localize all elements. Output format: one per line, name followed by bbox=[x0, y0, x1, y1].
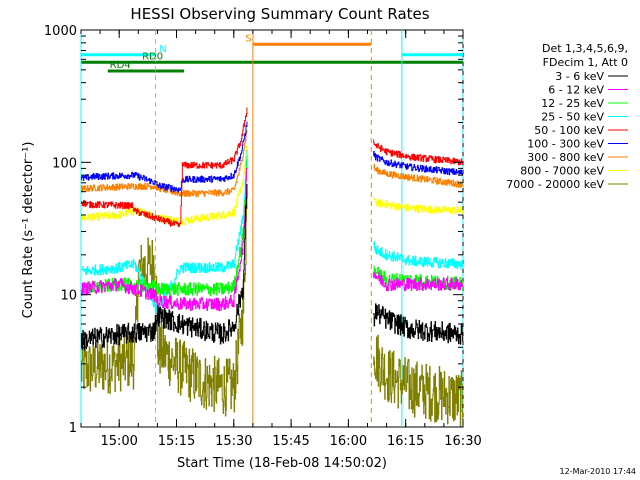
date-stamp: 12-Mar-2010 17:44 bbox=[560, 467, 637, 476]
x-tick-label: 16:15 bbox=[387, 434, 424, 449]
series-line-6-12-kev bbox=[80, 167, 248, 312]
x-tick-label: 15:45 bbox=[272, 434, 309, 449]
legend-label-100-300-kev: 100 - 300 keV bbox=[527, 138, 604, 151]
legend-label-12-25-kev: 12 - 25 keV bbox=[541, 97, 604, 110]
vertical-markers bbox=[80, 30, 464, 427]
y-tick-label: 10 bbox=[60, 289, 77, 304]
y-axis-title: Count Rate (s⁻¹ detector⁻¹) bbox=[21, 142, 36, 319]
plot-area: N S RD0 RD4 bbox=[80, 29, 464, 428]
flags-layer: N S RD0 RD4 bbox=[81, 33, 463, 73]
series-layer bbox=[80, 107, 464, 428]
x-tick-label: 16:00 bbox=[330, 434, 367, 449]
series-line-6-12-kev bbox=[373, 271, 464, 292]
chart-title: HESSI Observing Summary Count Rates bbox=[130, 5, 429, 23]
y-tick-label: 1000 bbox=[44, 24, 77, 39]
legend-label-300-800-kev: 300 - 800 keV bbox=[527, 151, 604, 164]
series-line-100-300-kev bbox=[80, 121, 248, 193]
series-line-300-800-kev bbox=[373, 164, 464, 188]
series-line-12-25-kev bbox=[80, 155, 248, 296]
legend: Det 1,3,4,5,6,9,FDecim 1, Att 03 - 6 keV… bbox=[506, 42, 628, 191]
x-axis: 15:00 15:15 15:30 15:45 16:00 16:15 16:30 bbox=[80, 30, 482, 449]
legend-label-50-100-kev: 50 - 100 keV bbox=[534, 124, 604, 137]
series-line-7000-20000-kev bbox=[80, 189, 248, 417]
legend-label-7000-20000-kev: 7000 - 20000 keV bbox=[506, 178, 604, 191]
x-axis-title: Start Time (18-Feb-08 14:50:02) bbox=[177, 456, 387, 471]
legend-label-25-50-kev: 25 - 50 keV bbox=[541, 111, 604, 124]
series-line-7000-20000-kev bbox=[373, 334, 464, 428]
x-tick-label: 16:30 bbox=[444, 434, 481, 449]
y-tick-label: 100 bbox=[52, 156, 77, 171]
series-line-100-300-kev bbox=[373, 150, 464, 176]
series-line-3-6-kev bbox=[80, 183, 248, 351]
legend-header: Det 1,3,4,5,6,9, bbox=[542, 42, 628, 55]
y-axis: 1 10 100 1000 bbox=[44, 24, 463, 436]
legend-label-3-6-kev: 3 - 6 keV bbox=[555, 70, 604, 83]
flag-label-s: S bbox=[245, 33, 251, 44]
flag-label-n: N bbox=[159, 44, 166, 55]
y-tick-label: 1 bbox=[69, 421, 77, 436]
series-line-25-50-kev bbox=[373, 241, 464, 270]
legend-label-6-12-kev: 6 - 12 keV bbox=[548, 84, 604, 97]
series-line-800-7000-kev bbox=[373, 196, 464, 215]
flag-label-rd4: RD4 bbox=[110, 60, 131, 71]
series-line-3-6-kev bbox=[373, 303, 464, 345]
series-line-50-100-kev bbox=[80, 107, 248, 228]
flag-label-rd0: RD0 bbox=[142, 51, 163, 62]
legend-header: FDecim 1, Att 0 bbox=[543, 56, 628, 69]
x-tick-label: 15:00 bbox=[100, 434, 137, 449]
series-line-50-100-kev bbox=[373, 139, 464, 166]
x-tick-label: 15:15 bbox=[158, 434, 195, 449]
series-line-300-800-kev bbox=[80, 130, 248, 198]
x-tick-label: 15:30 bbox=[215, 434, 252, 449]
legend-label-800-7000-kev: 800 - 7000 keV bbox=[520, 165, 604, 178]
